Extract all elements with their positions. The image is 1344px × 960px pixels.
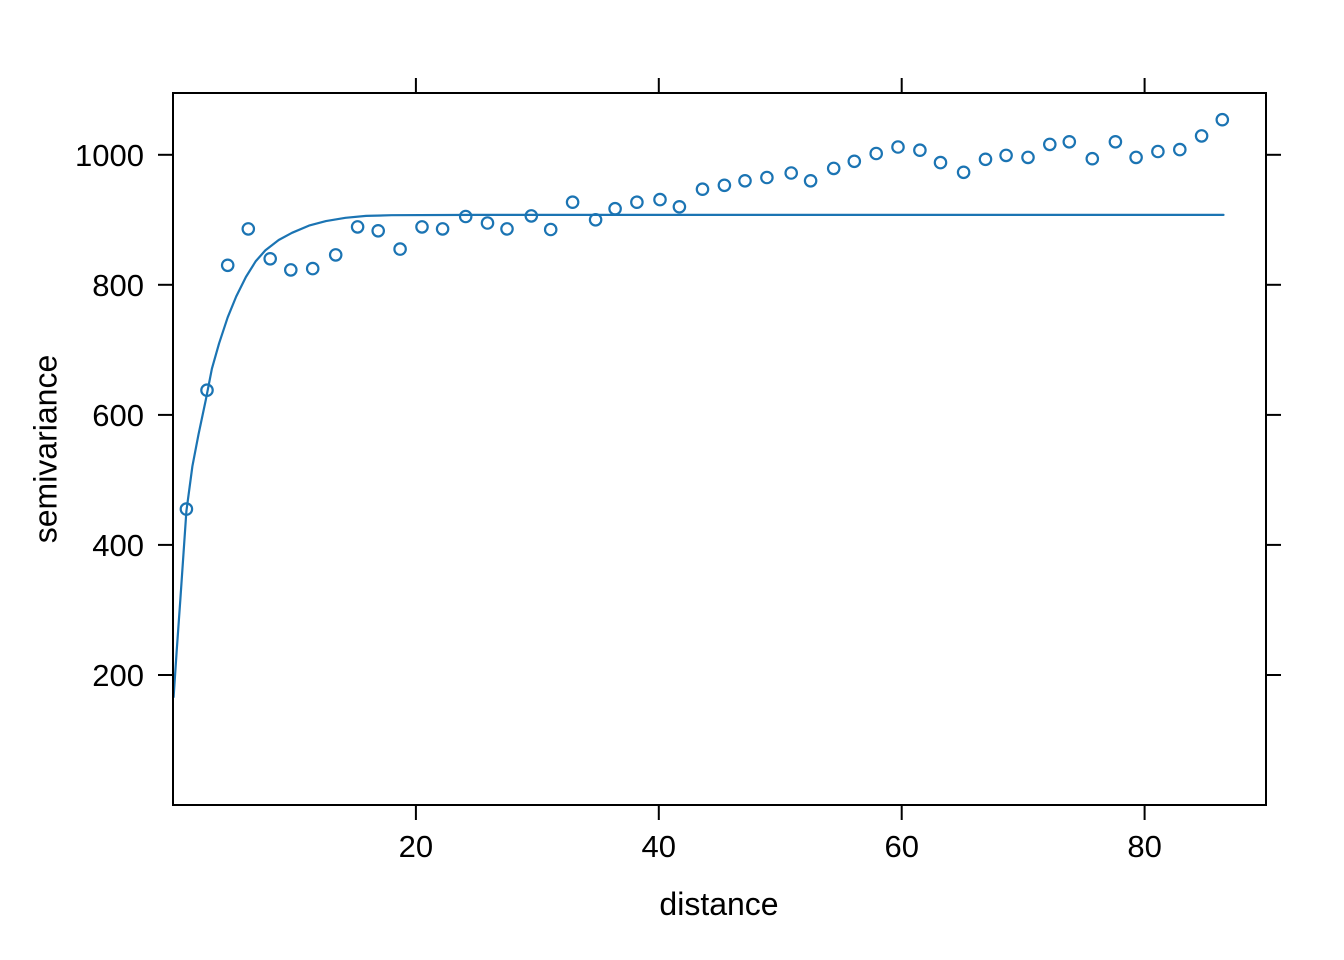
data-point (1062, 135, 1077, 149)
data-point (978, 152, 993, 167)
data-point (695, 182, 710, 196)
data-point (1194, 129, 1209, 143)
data-point (913, 143, 927, 157)
data-point (826, 161, 841, 176)
data-point (1043, 137, 1057, 152)
data-point (784, 166, 798, 180)
data-point (869, 146, 883, 161)
data-point (1129, 150, 1143, 165)
y-tick-label: 1000 (75, 138, 144, 173)
data-point (1151, 144, 1165, 159)
data-point (1085, 151, 1100, 166)
data-point (305, 261, 320, 276)
data-point (999, 148, 1013, 163)
data-point (263, 251, 277, 266)
y-tick-label: 800 (92, 268, 144, 303)
data-point (1108, 135, 1123, 149)
data-point (220, 258, 235, 273)
data-point (653, 192, 667, 207)
data-point (393, 242, 407, 256)
x-tick-label: 40 (642, 829, 676, 864)
data-point (630, 195, 644, 209)
x-axis-title: distance (659, 886, 779, 922)
data-point (415, 220, 429, 234)
data-point (847, 154, 862, 169)
data-point (435, 222, 450, 236)
data-point (956, 165, 971, 180)
data-point (543, 222, 558, 237)
data-point (371, 224, 385, 238)
data-point (1021, 150, 1035, 165)
fitted-model-line (172, 213, 1225, 699)
x-tick-label: 20 (399, 829, 433, 864)
data-point (1173, 142, 1187, 157)
data-point (891, 140, 905, 154)
data-point (241, 222, 256, 236)
data-point (328, 248, 343, 262)
x-tick-label: 60 (884, 829, 918, 864)
data-point (458, 209, 473, 224)
data-point (933, 155, 948, 170)
data-point (672, 200, 687, 214)
data-point (1215, 112, 1230, 127)
data-point (480, 216, 495, 230)
y-tick-label: 400 (92, 528, 144, 563)
data-point (803, 174, 818, 188)
data-point (350, 220, 365, 234)
data-point (738, 174, 752, 188)
y-tick-label: 600 (92, 398, 144, 433)
data-point (500, 222, 514, 236)
x-tick-label: 80 (1127, 829, 1161, 864)
data-point (608, 201, 622, 216)
data-point (760, 170, 774, 185)
plot-border (172, 92, 1267, 806)
data-point (565, 195, 580, 209)
data-point (717, 178, 732, 193)
y-tick-label: 200 (92, 658, 144, 693)
y-axis-title: semivariance (27, 354, 64, 544)
data-point (283, 263, 298, 277)
